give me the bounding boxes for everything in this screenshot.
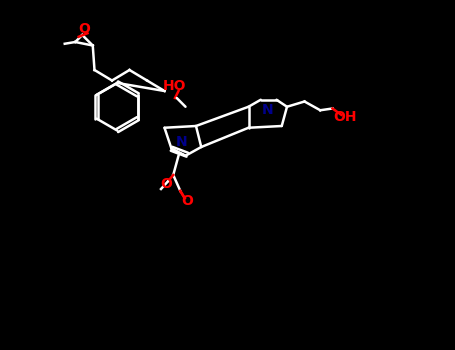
Text: HO: HO [163, 79, 187, 93]
Text: O: O [181, 194, 193, 208]
Text: O: O [78, 22, 90, 36]
Text: O: O [160, 177, 172, 191]
Text: N: N [176, 135, 188, 149]
Text: OH: OH [333, 110, 357, 124]
Text: N: N [262, 103, 273, 117]
